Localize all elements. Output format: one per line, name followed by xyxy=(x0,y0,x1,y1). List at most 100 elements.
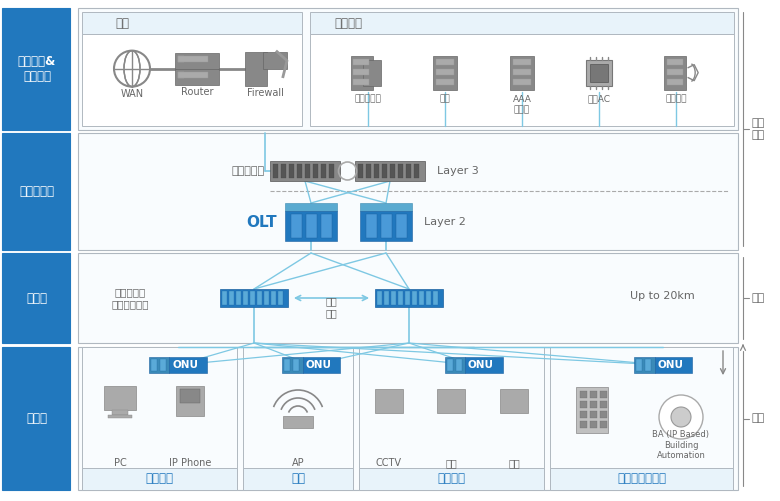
Bar xyxy=(178,72,208,78)
Bar xyxy=(398,164,403,178)
Bar xyxy=(175,53,219,69)
Bar xyxy=(310,34,734,126)
Bar xyxy=(359,468,544,490)
Text: Layer 2: Layer 2 xyxy=(424,217,466,227)
Text: Router: Router xyxy=(181,87,213,97)
Bar xyxy=(513,79,531,85)
Text: Up to 20km: Up to 20km xyxy=(630,291,695,301)
Bar xyxy=(321,214,332,238)
Bar xyxy=(447,359,452,371)
Bar xyxy=(433,291,438,305)
Bar xyxy=(398,291,403,305)
Bar xyxy=(245,52,267,86)
Bar xyxy=(243,291,248,305)
Bar xyxy=(360,211,412,241)
Bar xyxy=(600,401,607,408)
Bar xyxy=(178,72,184,78)
Bar xyxy=(178,56,184,62)
Bar xyxy=(375,289,443,307)
Bar xyxy=(229,291,234,305)
Bar xyxy=(78,133,738,250)
Bar xyxy=(667,69,683,75)
Text: 门禁: 门禁 xyxy=(445,458,457,468)
Bar xyxy=(2,347,70,490)
Bar xyxy=(465,357,502,373)
Bar xyxy=(586,60,612,86)
Bar xyxy=(264,291,269,305)
Bar xyxy=(590,391,597,398)
Bar xyxy=(456,359,462,371)
Bar xyxy=(500,389,528,413)
Text: ONU: ONU xyxy=(468,360,494,370)
Text: OLT: OLT xyxy=(246,214,277,229)
Bar xyxy=(273,164,278,178)
Text: 应用服务器: 应用服务器 xyxy=(354,94,381,103)
Bar xyxy=(112,410,128,415)
Bar xyxy=(374,164,379,178)
Bar xyxy=(600,421,607,428)
Bar xyxy=(176,386,204,416)
Text: 停车: 停车 xyxy=(508,458,520,468)
Text: WAN: WAN xyxy=(120,89,144,99)
Bar xyxy=(360,203,412,211)
Bar xyxy=(600,391,607,398)
Bar xyxy=(291,214,302,238)
Bar xyxy=(178,56,208,62)
Bar xyxy=(590,411,597,418)
Bar xyxy=(283,416,313,428)
Bar xyxy=(358,164,363,178)
Text: AAA
服务器: AAA 服务器 xyxy=(512,95,531,114)
Bar xyxy=(436,59,454,65)
Text: 有线办公: 有线办公 xyxy=(146,472,173,485)
Bar xyxy=(437,389,465,413)
Text: CCTV: CCTV xyxy=(376,458,402,468)
Circle shape xyxy=(671,407,691,427)
Bar xyxy=(263,52,287,69)
Bar xyxy=(580,421,587,428)
Text: 安防监控: 安防监控 xyxy=(438,472,466,485)
Bar xyxy=(377,291,382,305)
Text: 接入层: 接入层 xyxy=(27,412,48,425)
Bar xyxy=(271,291,276,305)
Bar xyxy=(590,64,608,82)
Bar xyxy=(78,8,738,130)
Bar xyxy=(667,79,683,85)
Bar xyxy=(634,357,654,373)
Bar xyxy=(590,421,597,428)
Bar xyxy=(303,357,340,373)
Text: 汇聚层: 汇聚层 xyxy=(27,292,48,305)
Bar xyxy=(151,359,157,371)
Bar xyxy=(353,79,369,85)
Text: BA (IP Based)
Building
Automation: BA (IP Based) Building Automation xyxy=(653,430,710,460)
Bar xyxy=(82,12,302,34)
Bar xyxy=(351,56,373,90)
Bar xyxy=(396,214,407,238)
Text: AP: AP xyxy=(292,458,304,468)
Text: 单纤
单模: 单纤 单模 xyxy=(325,296,337,318)
Bar xyxy=(419,291,424,305)
Bar xyxy=(169,357,207,373)
Bar xyxy=(366,214,377,238)
Bar xyxy=(282,357,303,373)
Circle shape xyxy=(659,395,703,439)
Bar xyxy=(436,69,454,75)
Bar xyxy=(665,56,686,90)
Text: 核心
机房: 核心 机房 xyxy=(751,118,764,140)
Text: 末端: 末端 xyxy=(751,413,764,423)
Text: 出口: 出口 xyxy=(115,17,129,30)
Bar xyxy=(414,164,419,178)
Text: 楼层: 楼层 xyxy=(751,293,764,303)
Bar xyxy=(281,164,286,178)
Bar xyxy=(375,389,403,413)
Text: 语音控制: 语音控制 xyxy=(665,94,687,103)
Bar xyxy=(278,291,283,305)
Bar xyxy=(2,253,70,343)
Bar xyxy=(321,164,326,178)
Bar xyxy=(180,389,200,403)
Bar xyxy=(406,164,411,178)
Bar xyxy=(313,164,318,178)
Text: ONU: ONU xyxy=(658,360,683,370)
Bar xyxy=(82,468,237,490)
Bar xyxy=(160,359,166,371)
Bar xyxy=(104,386,136,410)
